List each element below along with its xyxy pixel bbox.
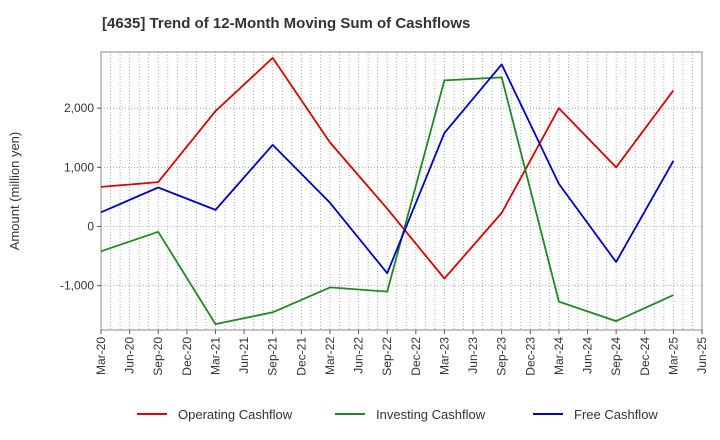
x-tick-label: Dec-24 <box>638 337 652 376</box>
x-tick-labels: Mar-20 Jun-20 Sep-20 Dec-20 Mar-21 Jun-21 Sep-… <box>94 330 709 376</box>
x-tick-label: Mar-22 <box>323 337 337 375</box>
series-layer <box>100 57 675 326</box>
x-tick-label: Sep-22 <box>380 337 394 376</box>
grid-layer <box>101 52 702 330</box>
x-tick-label: Jun-20 <box>123 337 137 374</box>
chart-title: [4635] Trend of 12-Month Moving Sum of C… <box>102 15 471 32</box>
series-line-operating-cashflow <box>100 57 675 280</box>
series-line-investing-cashflow <box>100 76 674 326</box>
x-tick-label: Sep-23 <box>495 337 509 376</box>
y-tick-label: -1,000 <box>60 279 94 293</box>
x-tick-label: Mar-21 <box>208 337 222 375</box>
x-tick-label: Mar-23 <box>437 337 451 375</box>
x-tick-label: Mar-20 <box>94 337 108 375</box>
x-tick-label: Sep-20 <box>151 337 165 376</box>
y-axis-title: Amount (million yen) <box>7 132 22 251</box>
x-tick-label: Jun-25 <box>695 337 709 374</box>
x-tick-label: Sep-21 <box>266 337 280 376</box>
x-tick-label: Mar-24 <box>552 337 566 375</box>
legend-label: Investing Cashflow <box>376 407 486 422</box>
x-tick-label: Jun-22 <box>352 337 366 374</box>
x-tick-label: Dec-22 <box>409 337 423 376</box>
plot-area <box>100 51 703 331</box>
y-tick-labels: -1,000 0 1,000 2,000 <box>60 101 101 293</box>
x-tick-label: Mar-25 <box>666 337 680 375</box>
legend: Operating Cashflow Investing Cashflow Free… <box>137 407 658 422</box>
x-tick-label: Jun-21 <box>237 337 251 374</box>
series-line-free-cashflow <box>100 63 675 275</box>
y-tick-label: 2,000 <box>64 101 94 115</box>
x-tick-label: Jun-23 <box>466 337 480 374</box>
x-tick-label: Sep-24 <box>609 337 623 376</box>
y-tick-label: 1,000 <box>64 160 94 174</box>
x-tick-label: Dec-23 <box>523 337 537 376</box>
y-tick-label: 0 <box>87 219 94 233</box>
legend-label: Operating Cashflow <box>178 407 293 422</box>
x-tick-label: Dec-20 <box>180 337 194 376</box>
legend-label: Free Cashflow <box>574 407 658 422</box>
x-tick-label: Dec-21 <box>294 337 308 376</box>
x-tick-label: Jun-24 <box>581 337 595 374</box>
